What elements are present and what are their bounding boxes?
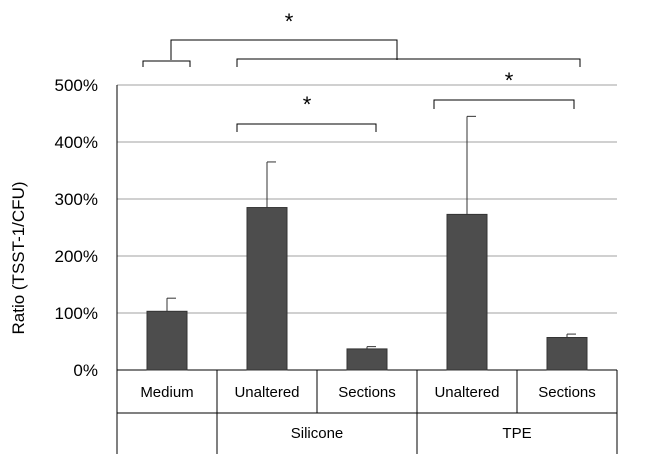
- category-table: Medium Unaltered Sections Unaltered Sections…: [116, 370, 618, 454]
- bar: [346, 348, 388, 371]
- category-label: Sections: [538, 384, 596, 401]
- bar: [146, 310, 188, 371]
- category-label: Sections: [338, 384, 396, 401]
- bracket-medium: [142, 60, 191, 67]
- significance-brackets: * * *: [142, 9, 581, 132]
- y-tick-label: 300%: [55, 190, 98, 209]
- bracket-silicone-tpe: [236, 58, 581, 67]
- y-tick-label: 0%: [73, 361, 98, 380]
- category-label: Unaltered: [234, 384, 299, 401]
- group-label: Silicone: [291, 425, 344, 442]
- bar: [446, 213, 488, 371]
- gridlines: [116, 84, 617, 371]
- y-tick-label: 400%: [55, 133, 98, 152]
- bracket-top: [170, 39, 398, 60]
- bar: [246, 207, 288, 371]
- y-axis-label: Ratio (TSST-1/CFU): [9, 181, 28, 334]
- category-label: Medium: [140, 384, 193, 401]
- significance-star: *: [285, 9, 294, 34]
- error-bars: [166, 115, 576, 349]
- y-tick-labels: 0% 100% 200% 300% 400% 500%: [55, 76, 98, 380]
- bracket-tpe: [433, 99, 575, 109]
- significance-star: *: [303, 92, 312, 117]
- group-label: TPE: [502, 425, 531, 442]
- bracket-silicone: [236, 123, 377, 132]
- category-label: Unaltered: [434, 384, 499, 401]
- bars: [146, 207, 588, 371]
- y-tick-label: 100%: [55, 304, 98, 323]
- y-tick-label: 200%: [55, 247, 98, 266]
- significance-star: *: [505, 68, 514, 93]
- y-tick-label: 500%: [55, 76, 98, 95]
- bar: [546, 337, 588, 371]
